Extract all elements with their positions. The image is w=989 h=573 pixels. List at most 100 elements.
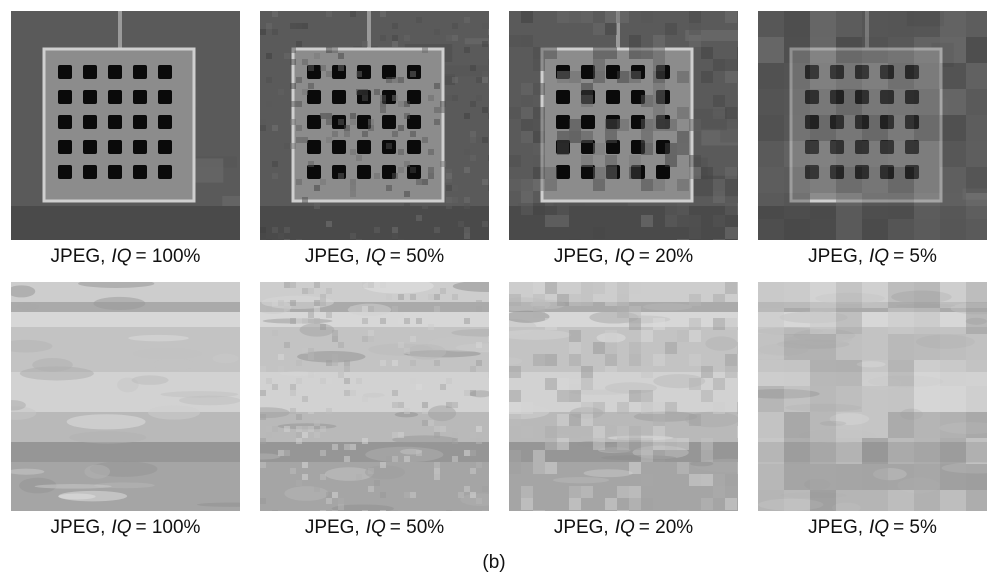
compression-block xyxy=(362,336,368,342)
compression-block xyxy=(320,474,326,480)
compression-block xyxy=(392,239,398,245)
compression-block xyxy=(966,115,989,141)
compression-block xyxy=(784,438,810,464)
compression-block xyxy=(488,29,494,35)
compression-block xyxy=(296,179,302,185)
compression-block xyxy=(404,35,410,41)
texture xyxy=(7,285,35,297)
compression-block xyxy=(266,77,272,83)
compression-block xyxy=(380,462,386,468)
compression-block xyxy=(810,11,836,37)
compression-block xyxy=(488,59,494,65)
compression-block xyxy=(533,282,545,294)
compression-block xyxy=(290,318,296,324)
compression-block xyxy=(940,115,966,141)
compression-block xyxy=(434,426,440,432)
compression-block xyxy=(509,462,521,474)
compression-block xyxy=(446,402,452,408)
compression-block xyxy=(545,378,557,390)
compression-block xyxy=(266,101,272,107)
compression-block xyxy=(521,191,533,203)
compression-block xyxy=(458,492,464,498)
compression-block xyxy=(725,282,737,294)
compression-block xyxy=(302,462,308,468)
compression-block xyxy=(713,486,725,498)
compression-block xyxy=(557,143,569,155)
compression-block xyxy=(332,510,338,516)
compression-block xyxy=(476,426,482,432)
caption-relation: = 20% xyxy=(639,246,694,267)
hole xyxy=(158,90,172,104)
compression-block xyxy=(302,426,308,432)
compression-block xyxy=(314,203,320,209)
compression-block xyxy=(533,354,545,366)
compression-block xyxy=(302,59,308,65)
compression-block xyxy=(278,89,284,95)
compression-block xyxy=(452,456,458,462)
compression-block xyxy=(296,426,302,432)
compression-block xyxy=(653,450,665,462)
compression-block xyxy=(725,11,737,23)
compression-block xyxy=(470,432,476,438)
texture xyxy=(213,354,239,364)
caption-prefix: JPEG, xyxy=(554,246,609,267)
compression-block xyxy=(914,308,940,334)
compression-block xyxy=(581,83,593,95)
compression-block xyxy=(888,412,914,438)
compression-block xyxy=(296,432,302,438)
compression-block xyxy=(404,492,410,498)
compression-block xyxy=(758,63,784,89)
compression-block xyxy=(416,450,422,456)
compression-block xyxy=(260,227,266,233)
compression-block xyxy=(350,179,356,185)
compression-block xyxy=(404,191,410,197)
hole xyxy=(108,165,122,179)
compression-block xyxy=(689,215,701,227)
compression-block xyxy=(605,11,617,23)
compression-block xyxy=(380,510,386,516)
compression-block xyxy=(380,396,386,402)
compression-block xyxy=(545,462,557,474)
compression-block xyxy=(458,221,464,227)
compression-block xyxy=(737,239,749,251)
compression-block xyxy=(488,372,494,378)
compression-block xyxy=(332,330,338,336)
compression-block xyxy=(581,414,593,426)
hole xyxy=(332,140,346,154)
compression-block xyxy=(464,149,470,155)
compression-block xyxy=(521,498,533,510)
compression-block xyxy=(593,167,605,179)
compression-block xyxy=(862,37,888,63)
compression-block xyxy=(452,35,458,41)
compression-block xyxy=(464,233,470,239)
compression-block xyxy=(308,426,314,432)
compression-block xyxy=(392,131,398,137)
compression-block xyxy=(410,71,416,77)
compression-block xyxy=(386,185,392,191)
compression-block xyxy=(380,11,386,17)
compression-block xyxy=(533,143,545,155)
compression-block xyxy=(966,63,989,89)
compression-block xyxy=(398,294,404,300)
compression-block xyxy=(784,37,810,63)
compression-block xyxy=(326,47,332,53)
compression-block xyxy=(278,233,284,239)
compression-block xyxy=(404,408,410,414)
compression-block xyxy=(545,318,557,330)
compression-block xyxy=(862,193,888,219)
compression-block xyxy=(464,318,470,324)
compression-block xyxy=(470,155,476,161)
compression-block xyxy=(593,179,605,191)
compression-block xyxy=(422,402,428,408)
compression-block xyxy=(356,89,362,95)
compression-block xyxy=(290,384,296,390)
compression-block xyxy=(446,185,452,191)
compression-block xyxy=(653,426,665,438)
compression-block xyxy=(758,219,784,245)
compression-block xyxy=(569,342,581,354)
compression-block xyxy=(758,11,784,37)
texture xyxy=(407,344,446,359)
compression-block xyxy=(689,294,701,306)
compression-block xyxy=(296,360,302,366)
compression-block xyxy=(593,47,605,59)
